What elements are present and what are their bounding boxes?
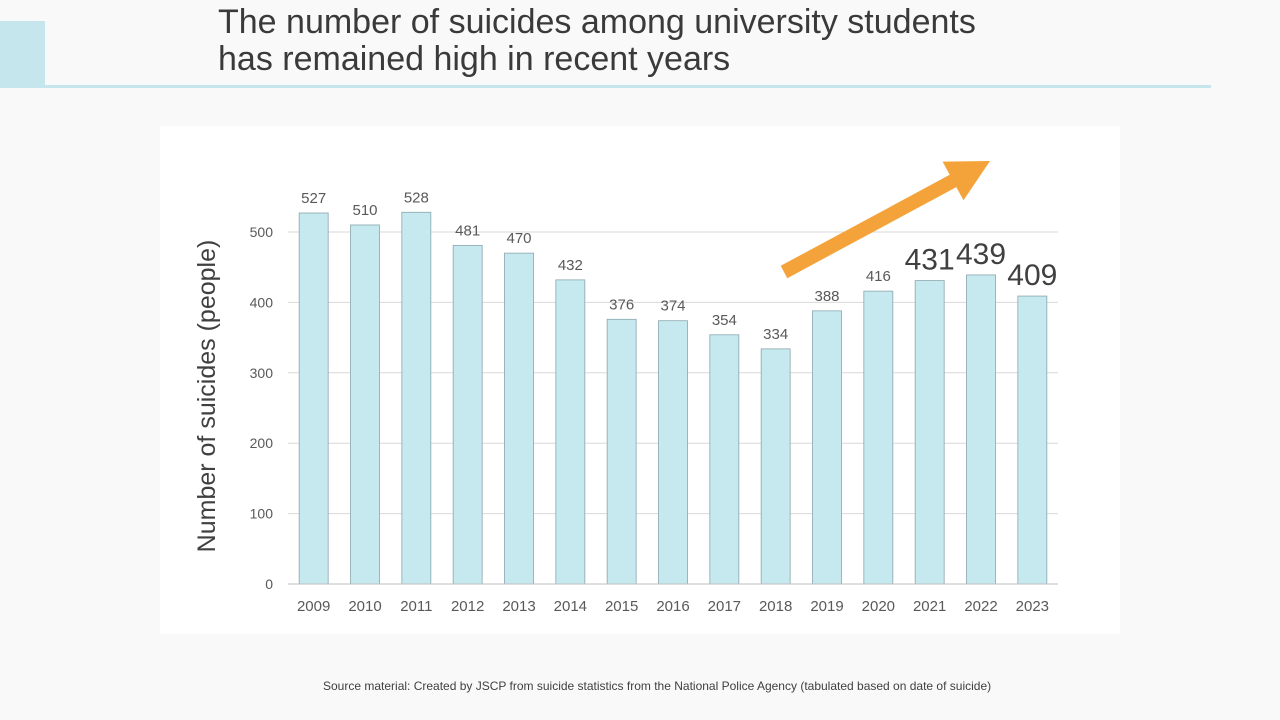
- bar: [555, 279, 586, 585]
- x-tick-label: 2011: [400, 598, 432, 615]
- x-axis-ticks: 2009 2010 2011 2012 2013 2014 2015 2016 2017 2018…: [297, 598, 1049, 615]
- bar: [914, 280, 945, 585]
- x-tick-label: 2012: [451, 598, 484, 615]
- x-tick-label: 2022: [964, 598, 997, 615]
- y-tick-label: 0: [265, 576, 273, 592]
- x-tick-label: 2019: [810, 598, 843, 615]
- bar: [504, 252, 534, 585]
- y-tick-label: 200: [250, 435, 274, 451]
- bar: [401, 211, 432, 585]
- bar: [812, 310, 842, 585]
- data-label: 439: [956, 238, 1006, 271]
- x-tick-label: 2009: [297, 598, 330, 615]
- bar: [709, 334, 740, 585]
- source-note: Source material: Created by JSCP from su…: [323, 679, 992, 693]
- data-label: 374: [660, 298, 685, 315]
- x-tick-label: 2015: [605, 598, 638, 615]
- data-label: 431: [905, 244, 955, 277]
- title-underline: [0, 85, 1211, 88]
- bar: [760, 348, 791, 585]
- y-tick-label: 500: [250, 224, 274, 240]
- x-tick-label: 2017: [708, 598, 741, 615]
- chart-panel: 0 100 200 300 400 500 527 510 528 481 470 432 376 37…: [160, 126, 1120, 634]
- x-tick-label: 2021: [913, 598, 946, 615]
- y-tick-label: 300: [250, 365, 274, 381]
- y-tick-label: 400: [250, 294, 274, 310]
- title-accent-block: [0, 21, 45, 87]
- data-label: 470: [506, 230, 531, 247]
- y-tick-label: 100: [250, 506, 274, 522]
- slide-title: The number of suicides among university …: [218, 4, 1198, 78]
- x-tick-label: 2010: [348, 598, 381, 615]
- bar: [1017, 295, 1048, 585]
- bar: [298, 212, 329, 585]
- y-axis-ticks: 0 100 200 300 400 500: [250, 224, 274, 592]
- data-label: 528: [404, 189, 429, 206]
- bar: [966, 274, 996, 585]
- slide-title-line-1: The number of suicides among university …: [218, 3, 976, 41]
- slide-title-line-2: has remained high in recent years: [218, 40, 731, 78]
- x-tick-label: 2013: [502, 598, 535, 615]
- bar-chart: 0 100 200 300 400 500 527 510 528 481 470 432 376 37…: [193, 161, 1058, 615]
- bar: [452, 244, 483, 585]
- data-label: 432: [558, 257, 583, 274]
- data-label: 481: [455, 222, 480, 239]
- x-tick-label: 2023: [1016, 598, 1049, 615]
- data-label: 416: [866, 268, 891, 285]
- y-axis-title: Number of suicides (people): [193, 240, 221, 553]
- bar: [863, 290, 894, 585]
- data-label: 510: [352, 202, 377, 219]
- data-label: 354: [712, 312, 737, 329]
- data-label: 409: [1007, 259, 1057, 292]
- data-label: 527: [301, 190, 326, 207]
- x-tick-label: 2018: [759, 598, 792, 615]
- data-label: 376: [609, 296, 634, 313]
- data-label: 388: [814, 288, 839, 305]
- trend-arrow: [780, 161, 990, 279]
- bars: [298, 211, 1048, 585]
- bar: [658, 320, 688, 585]
- bar: [350, 224, 380, 585]
- data-label: 334: [763, 326, 788, 343]
- bar: [606, 318, 637, 585]
- x-tick-label: 2014: [554, 598, 587, 615]
- x-tick-label: 2020: [862, 598, 895, 615]
- x-tick-label: 2016: [656, 598, 689, 615]
